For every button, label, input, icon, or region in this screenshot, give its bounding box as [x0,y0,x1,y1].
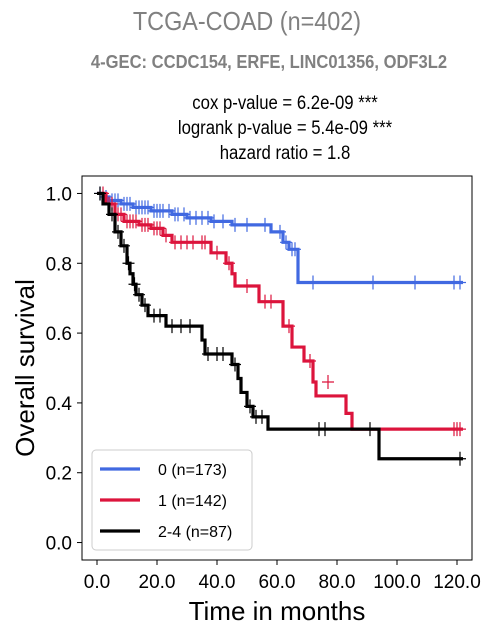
censor-mark [124,196,136,211]
censor-mark [154,221,166,236]
censor-mark [259,217,271,232]
censor-mark [229,217,241,232]
censor-mark [319,422,331,437]
cox-pvalue-text: cox p-value = 6.2e-09 *** [192,93,378,114]
censor-mark [133,287,145,302]
axis-layer: 0.0 20.0 40.0 60.0 80.0 100.0 120.0 0.0 0.2 0.4 0.… [46,184,481,593]
censor-mark [223,256,235,271]
y-axis-title: Overall survival [10,279,40,457]
legend-box [91,449,253,551]
y-tick-label: 0.8 [46,254,72,275]
y-tick-label: 0.6 [46,324,72,345]
censor-mark [122,256,135,271]
censor-mark [217,347,229,362]
censor-mark [274,224,286,239]
censor-mark [128,277,141,292]
censor-mark [241,278,253,293]
censor-mark [364,422,376,437]
chart-title: TCGA-COAD (n=402) [132,6,362,36]
censor-mark [229,357,241,372]
censor-mark [118,238,130,253]
censor-mark [304,354,316,369]
censor-mark [409,275,421,290]
chart-subtitle: 4-GEC: CCDC154, ERFE, LINC01356, ODF3L2 [90,52,448,72]
y-tick-label: 0.4 [46,394,73,415]
censor-mark [454,275,466,290]
logrank-pvalue-text: logrank p-value = 5.4e-09 *** [177,118,393,139]
x-tick-label: 20.0 [139,572,176,593]
censor-mark [217,214,229,229]
censor-mark [130,214,142,229]
censor-mark [202,210,214,225]
censor-mark [211,245,223,260]
censor-mark [142,200,154,215]
legend-label: 1 (n=142) [158,493,227,510]
x-tick-label: 40.0 [199,572,236,593]
y-tick-label: 0.2 [46,464,72,485]
censor-mark [454,422,466,437]
censor-mark [367,275,379,290]
censor-mark [163,203,175,218]
x-tick-label: 80.0 [319,572,356,593]
plot-layer [94,186,466,466]
x-axis-title: Time in months [189,596,366,626]
y-tick-label: 1.0 [46,184,72,205]
censor-mark [178,207,190,222]
censor-mark [112,224,124,239]
censor-mark [244,399,256,414]
censor-mark [160,228,172,243]
x-tick-label: 0.0 [84,572,110,593]
censor-mark [289,242,301,257]
x-tick-label: 60.0 [259,572,296,593]
censor-mark [94,186,106,201]
censor-mark [454,451,466,466]
censor-mark [265,294,277,309]
hazard-ratio-text: hazard ratio = 1.8 [219,143,351,164]
censor-mark [139,298,151,313]
censor-mark [280,235,292,250]
x-tick-label: 120.0 [433,572,481,593]
censor-mark [154,308,166,323]
censor-mark [106,207,118,222]
censor-mark [307,275,319,290]
censor-mark [241,217,253,232]
censor-mark [142,217,154,232]
censor-mark [184,319,196,334]
legend-label: 0 (n=173) [158,462,227,479]
censor-mark [199,235,211,250]
x-tick-label: 100.0 [373,572,421,593]
censor-mark [256,409,268,424]
y-tick-label: 0.0 [46,534,72,555]
censor-mark [112,193,124,208]
censor-mark [322,374,334,389]
legend: 0 (n=173) 1 (n=142) 2-4 (n=87) [91,449,253,551]
censor-mark [283,319,295,334]
legend-label: 2-4 (n=87) [158,524,232,541]
